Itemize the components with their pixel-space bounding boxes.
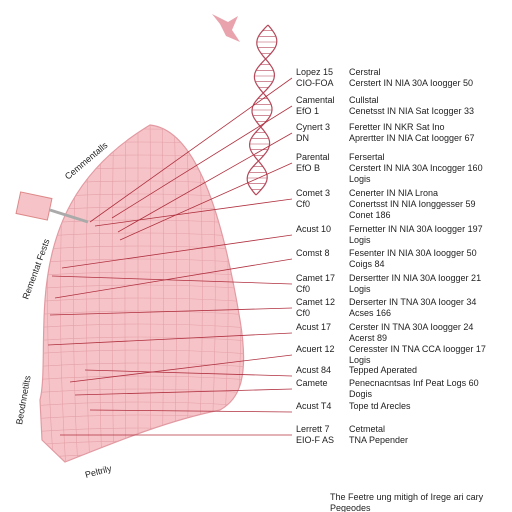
- grid-line: [40, 284, 244, 290]
- right-label: Cerstert IN NIA 30A Ioogger 50: [349, 78, 473, 88]
- grid-line: [40, 258, 244, 264]
- grid-line: [149, 125, 152, 462]
- side-label: Peltrily: [84, 463, 113, 480]
- left-label: Comst 8: [296, 248, 330, 258]
- left-label: Acust 17: [296, 322, 331, 332]
- right-label: Cenetsst IN NIA Sat Icogger 33: [349, 106, 474, 116]
- leader-line: [94, 198, 293, 227]
- right-label: Cerstral: [349, 67, 381, 77]
- right-label: Acses 166: [349, 308, 391, 318]
- left-label: Acust T4: [296, 401, 331, 411]
- grid-line: [30, 116, 250, 120]
- grid-line: [40, 336, 244, 342]
- right-label: Derserter IN TNA 30A Iooger 34: [349, 297, 476, 307]
- left-label: DN: [296, 133, 309, 143]
- grid-line: [161, 125, 164, 462]
- strand: [248, 24, 278, 196]
- leader-line: [89, 77, 293, 223]
- right-label: Logis: [349, 235, 371, 245]
- lung: [39, 124, 245, 463]
- grid-line: [40, 349, 244, 355]
- left-label: Acust 10: [296, 224, 331, 234]
- right-label: Logis: [349, 284, 371, 294]
- left-label: EfO 1: [296, 106, 319, 116]
- leader-line: [61, 234, 293, 269]
- right-label: Aprertter IN NIA Cat Ioogger 67: [349, 133, 475, 143]
- grid-line: [40, 310, 244, 316]
- right-label: TNA Pepender: [349, 435, 408, 445]
- right-label: Tope td Arecles: [349, 401, 411, 411]
- caption: Pegeodes: [330, 503, 371, 512]
- grid-line: [40, 401, 244, 407]
- right-label: Cerstert IN NIA 30A Incogger 160: [349, 163, 483, 173]
- leader-line: [111, 105, 293, 219]
- leader-line: [89, 409, 293, 413]
- right-label: Fernetter IN NIA 30A Ioogger 197: [349, 224, 483, 234]
- grid-line: [246, 110, 254, 470]
- leader-line: [69, 354, 293, 383]
- left-label: Comet 3: [296, 188, 330, 198]
- ribbon-icon: [212, 14, 240, 42]
- left-label: Lopez 15: [296, 67, 333, 77]
- right-label: Dogis: [349, 389, 373, 399]
- grid-line: [40, 271, 244, 277]
- leader-line: [119, 162, 293, 241]
- leader-line: [47, 332, 293, 346]
- right-label: Cullstal: [349, 95, 379, 105]
- grid-line: [40, 297, 244, 303]
- left-label: EfO B: [296, 163, 320, 173]
- side-label: Beodnnetilts: [14, 374, 33, 425]
- left-label: Cf0: [296, 199, 310, 209]
- grid-line: [40, 323, 244, 329]
- grid-line: [40, 245, 244, 251]
- right-label: Logis: [349, 355, 371, 365]
- left-label: Cf0: [296, 308, 310, 318]
- grid-line: [40, 375, 244, 381]
- right-label: Fesenter IN NIA 30A Ioogger 50: [349, 248, 477, 258]
- right-label: Dersertter IN NIA 30A Ioogger 21: [349, 273, 481, 283]
- right-label: Fersertal: [349, 152, 385, 162]
- left-label: Parental: [296, 152, 330, 162]
- device: [15, 191, 89, 224]
- dna-helix: [246, 24, 278, 196]
- left-label: Camental: [296, 95, 335, 105]
- strand: [246, 24, 276, 196]
- right-label: Penecnacntsas Inf Peat Logs 60: [349, 378, 479, 388]
- left-label: Acuert 12: [296, 344, 335, 354]
- right-label: Tepped Aperated: [349, 365, 417, 375]
- leader-line: [84, 369, 293, 377]
- right-label: Coigs 84: [349, 259, 385, 269]
- grid-line: [124, 125, 127, 462]
- grid-line: [111, 125, 115, 462]
- right-label: Logis: [349, 174, 371, 184]
- leader-lines: [47, 77, 293, 436]
- left-label: CIO-FOA: [296, 78, 334, 88]
- right-label: Cerster IN TNA 30A Ioogger 24: [349, 322, 473, 332]
- right-label: Cenerter IN NIA Lrona: [349, 188, 438, 198]
- left-label: Cynert 3: [296, 122, 330, 132]
- leader-line: [54, 258, 293, 299]
- left-label: Lerrett 7: [296, 424, 330, 434]
- right-label: Conertsst IN NIA Ionggesser 59: [349, 199, 476, 209]
- grid-line: [40, 362, 244, 368]
- leader-line: [49, 307, 293, 316]
- left-label: Cf0: [296, 284, 310, 294]
- left-label: EIO-F AS: [296, 435, 334, 445]
- left-label: Camet 17: [296, 273, 335, 283]
- left-label: Camet 12: [296, 297, 335, 307]
- right-label: Acerst 89: [349, 333, 387, 343]
- left-label: Camete: [296, 378, 328, 388]
- right-label: Conet 186: [349, 210, 391, 220]
- right-label: Ceresster IN TNA CCA Ioogger 17: [349, 344, 486, 354]
- leader-line: [117, 132, 293, 233]
- leader-line: [51, 275, 293, 285]
- caption: The Feetre ung mitigh of Irege ari cary: [330, 492, 484, 502]
- left-label: Acust 84: [296, 365, 331, 375]
- leader-line: [74, 388, 293, 396]
- right-label: Cetmetal: [349, 424, 385, 434]
- right-label: Feretter IN NKR Sat Ino: [349, 122, 445, 132]
